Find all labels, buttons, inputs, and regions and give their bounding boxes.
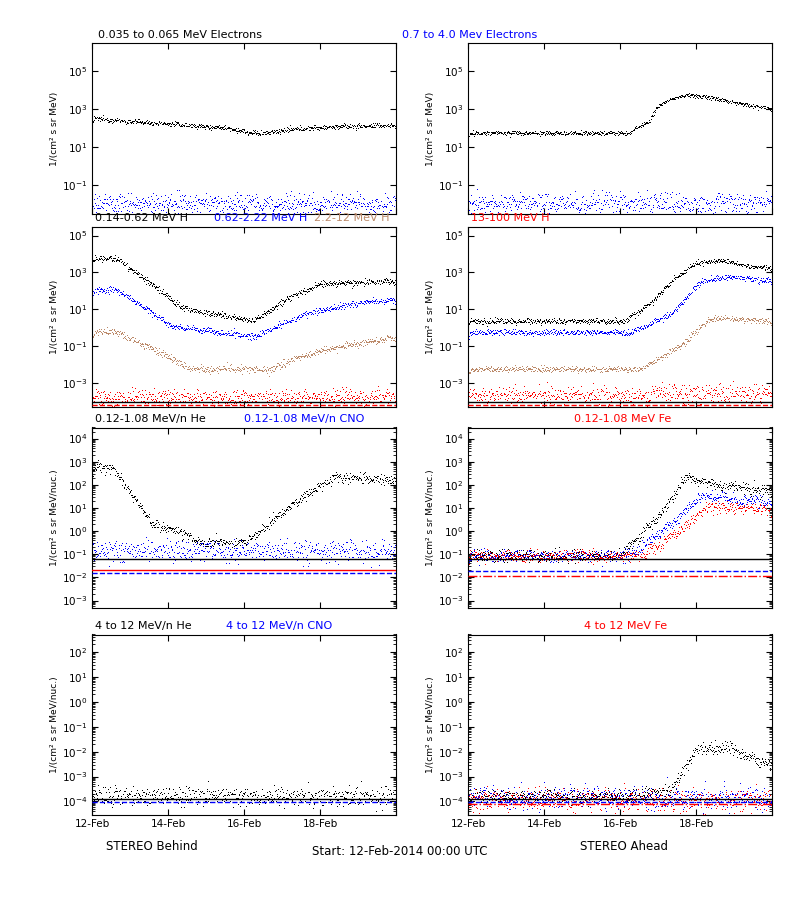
Text: 4 to 12 MeV/n He: 4 to 12 MeV/n He (95, 621, 192, 631)
Text: 2.2-12 MeV H: 2.2-12 MeV H (314, 213, 390, 223)
Text: 0.7 to 4.0 Mev Electrons: 0.7 to 4.0 Mev Electrons (402, 30, 538, 40)
Y-axis label: 1/(cm² s sr MeV/nuc.): 1/(cm² s sr MeV/nuc.) (50, 676, 58, 773)
Y-axis label: 1/(cm² s sr MeV): 1/(cm² s sr MeV) (50, 92, 59, 166)
Text: 0.12-1.08 MeV/n He: 0.12-1.08 MeV/n He (95, 414, 206, 424)
Text: 0.035 to 0.065 MeV Electrons: 0.035 to 0.065 MeV Electrons (98, 30, 262, 40)
Text: 0.12-1.08 MeV Fe: 0.12-1.08 MeV Fe (574, 414, 672, 424)
Y-axis label: 1/(cm² s sr MeV/nuc.): 1/(cm² s sr MeV/nuc.) (50, 469, 59, 566)
Text: STEREO Behind: STEREO Behind (106, 841, 198, 853)
Text: 0.12-1.08 MeV/n CNO: 0.12-1.08 MeV/n CNO (244, 414, 364, 424)
Y-axis label: 1/(cm² s sr MeV/nuc.): 1/(cm² s sr MeV/nuc.) (426, 469, 435, 566)
Text: 4 to 12 MeV/n CNO: 4 to 12 MeV/n CNO (226, 621, 332, 631)
Text: 0.14-0.62 MeV H: 0.14-0.62 MeV H (95, 213, 188, 223)
Text: 13-100 MeV H: 13-100 MeV H (471, 213, 550, 223)
Y-axis label: 1/(cm² s sr MeV/nuc.): 1/(cm² s sr MeV/nuc.) (426, 676, 434, 773)
Y-axis label: 1/(cm² s sr MeV): 1/(cm² s sr MeV) (426, 92, 435, 166)
Y-axis label: 1/(cm² s sr MeV): 1/(cm² s sr MeV) (50, 280, 59, 354)
Text: Start: 12-Feb-2014 00:00 UTC: Start: 12-Feb-2014 00:00 UTC (312, 845, 488, 858)
Y-axis label: 1/(cm² s sr MeV): 1/(cm² s sr MeV) (426, 280, 435, 354)
Text: 0.62-2.22 MeV H: 0.62-2.22 MeV H (214, 213, 307, 223)
Text: 4 to 12 MeV Fe: 4 to 12 MeV Fe (583, 621, 666, 631)
Text: STEREO Ahead: STEREO Ahead (580, 841, 668, 853)
